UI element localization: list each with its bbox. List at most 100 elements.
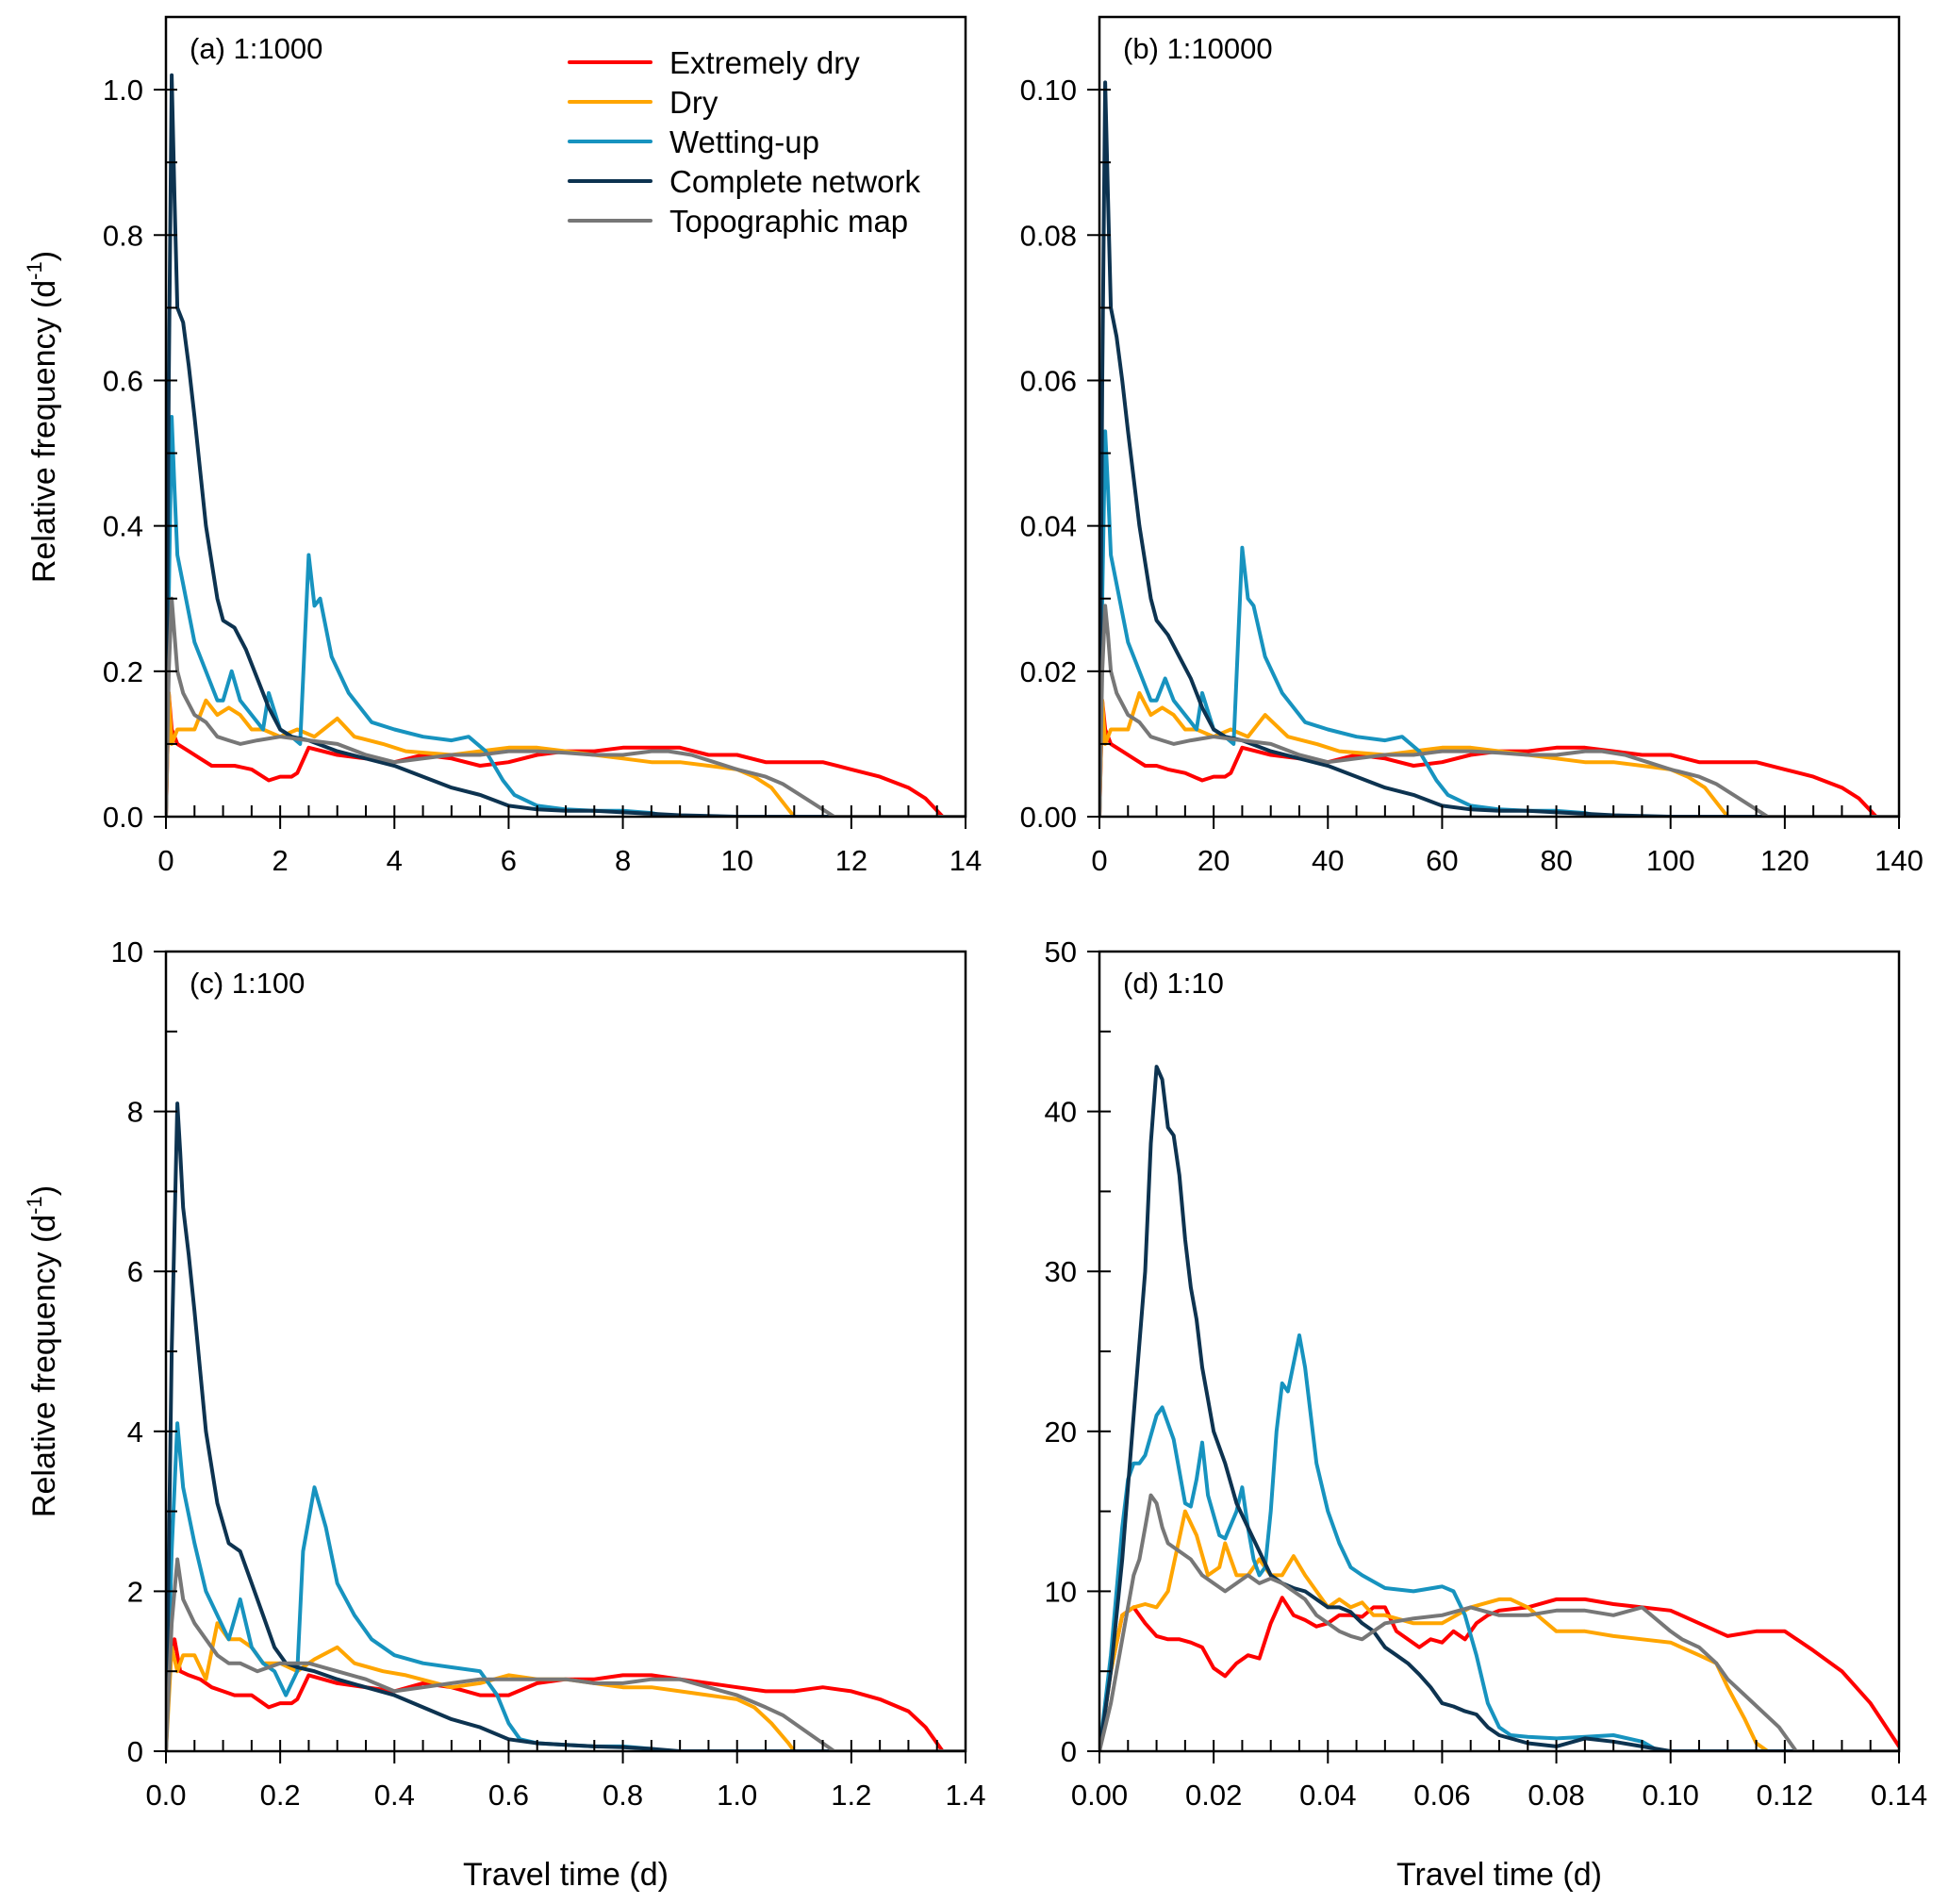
y-tick-label: 0.6: [103, 364, 143, 397]
y-tick-label: 0.10: [1020, 74, 1077, 107]
y-axis-title: Relative frequency (d-1): [23, 1185, 62, 1517]
series-line-wetting-up: [1099, 429, 1899, 817]
y-tick-label: 8: [127, 1096, 143, 1129]
panel-a: 0.0 0.2 0.4 0.6 0.8 1.0 0 2 4 6 8 10 12 14 (a) 1:1000 R…: [23, 15, 982, 877]
y-tick-label: 0: [1061, 1735, 1077, 1768]
y-axis-title-text: Relative frequency (d: [26, 1215, 62, 1517]
y-axis-title-superscript: -1: [23, 261, 46, 280]
x-tick-label: 0.4: [374, 1779, 415, 1812]
y-tick-label: 2: [127, 1575, 143, 1608]
x-tick-label: 12: [835, 844, 867, 877]
panel-label: (d) 1:10: [1123, 967, 1224, 1000]
y-tick-label: 0.06: [1020, 364, 1077, 397]
legend-label: Complete network: [669, 164, 920, 199]
x-tick-label: 40: [1312, 844, 1344, 877]
y-tick-label: 4: [127, 1416, 143, 1449]
series-group: [1099, 1065, 1899, 1751]
series-line-dry: [166, 690, 966, 817]
legend: Extremely dry Dry Wetting-up Complete netwo…: [568, 45, 920, 239]
legend-item: Topographic map: [568, 204, 908, 239]
x-tick-label: 0.00: [1071, 1779, 1128, 1812]
series-group: [1099, 80, 1899, 817]
y-axis-title: Relative frequency (d-1): [23, 251, 62, 583]
series-group: [166, 1101, 966, 1751]
x-tick-label: 1.0: [717, 1779, 757, 1812]
y-tick-label: 1.0: [103, 74, 143, 107]
y-tick-label: 0: [127, 1735, 143, 1768]
plot-frame: [164, 15, 967, 819]
series-line-dry: [1099, 1509, 1899, 1751]
y-tick-label: 10: [1045, 1575, 1077, 1608]
x-tick-label: 8: [615, 844, 631, 877]
series-line-extremely-dry: [1099, 698, 1899, 817]
y-tick-label: 40: [1045, 1096, 1077, 1129]
y-tick-label: 50: [1045, 935, 1077, 969]
series-line-wetting-up: [1099, 1333, 1899, 1751]
x-tick-label: 20: [1197, 844, 1230, 877]
x-tick-label: 100: [1646, 844, 1695, 877]
x-tick-label: 0.02: [1185, 1779, 1242, 1812]
series-group: [166, 73, 966, 817]
x-tick-label: 0: [1091, 844, 1107, 877]
series-line-topographic-map: [166, 596, 966, 817]
x-tick-label: 0.08: [1528, 1779, 1584, 1812]
panel-b: 0.00 0.02 0.04 0.06 0.08 0.10 0 20 40 60 80 100 120 1…: [1020, 15, 1924, 877]
y-tick-label: 0.0: [103, 801, 143, 834]
y-tick-label: 10: [111, 935, 143, 969]
x-tick-label: 140: [1875, 844, 1924, 877]
panel-label: (b) 1:10000: [1123, 32, 1273, 65]
panel-label: (c) 1:100: [190, 967, 305, 1000]
y-tick-label: 6: [127, 1255, 143, 1288]
series-line-wetting-up: [166, 415, 966, 817]
y-tick-label: 0.04: [1020, 510, 1077, 543]
x-tick-label: 0.2: [260, 1779, 301, 1812]
series-line-complete-network: [1099, 1065, 1899, 1751]
y-axis-title-superscript: -1: [23, 1196, 46, 1215]
series-line-extremely-dry: [1099, 1596, 1899, 1751]
x-tick-label: 0: [157, 844, 173, 877]
x-axis-title: Travel time (d): [463, 1857, 669, 1893]
legend-item: Extremely dry: [568, 45, 860, 80]
y-tick-label: 0.02: [1020, 655, 1077, 688]
legend-label: Extremely dry: [669, 45, 860, 80]
y-axis-title-end: ): [26, 1185, 62, 1196]
x-tick-label: 0.14: [1871, 1779, 1927, 1812]
y-tick-label: 0.8: [103, 219, 143, 252]
y-tick-label: 0.08: [1020, 219, 1077, 252]
series-line-complete-network: [166, 1101, 966, 1751]
panel-label: (a) 1:1000: [190, 32, 322, 65]
x-tick-label: 4: [387, 844, 403, 877]
plot-frame: [164, 950, 967, 1753]
x-tick-label: 0.6: [488, 1779, 529, 1812]
series-line-topographic-map: [1099, 1493, 1899, 1751]
legend-label: Dry: [669, 85, 718, 120]
x-tick-label: 0.04: [1299, 1779, 1356, 1812]
x-tick-label: 1.4: [945, 1779, 985, 1812]
y-tick-label: 30: [1045, 1255, 1077, 1288]
x-tick-label: 80: [1540, 844, 1572, 877]
series-line-extremely-dry: [166, 690, 966, 817]
series-line-dry: [1099, 690, 1899, 817]
x-tick-label: 0.10: [1643, 1779, 1699, 1812]
series-line-complete-network: [1099, 80, 1899, 817]
x-tick-label: 0.06: [1413, 1779, 1470, 1812]
y-tick-label: 0.00: [1020, 801, 1077, 834]
series-line-dry: [166, 1621, 966, 1751]
plot-frame: [1098, 15, 1901, 819]
x-tick-label: 14: [950, 844, 982, 877]
x-tick-label: 120: [1760, 844, 1809, 877]
y-tick-label: 20: [1045, 1416, 1077, 1449]
y-axis-title-text: Relative frequency (d: [26, 280, 62, 583]
legend-label: Wetting-up: [669, 124, 819, 159]
panel-c: 0 2 4 6 8 10 0.0 0.2 0.4 0.6 0.8 1.0 1.2 1.4 (c) 1:100…: [23, 935, 986, 1893]
x-tick-label: 1.2: [831, 1779, 871, 1812]
x-tick-label: 0.8: [603, 1779, 643, 1812]
x-axis-title: Travel time (d): [1396, 1857, 1602, 1893]
x-tick-label: 0.12: [1757, 1779, 1813, 1812]
series-line-topographic-map: [166, 1557, 966, 1751]
x-tick-label: 6: [501, 844, 517, 877]
x-tick-label: 60: [1426, 844, 1458, 877]
y-tick-label: 0.2: [103, 655, 143, 688]
panel-d: 0 10 20 30 40 50 0.00 0.02 0.04 0.06 0.08 0.10 0.12 0…: [1045, 935, 1928, 1893]
